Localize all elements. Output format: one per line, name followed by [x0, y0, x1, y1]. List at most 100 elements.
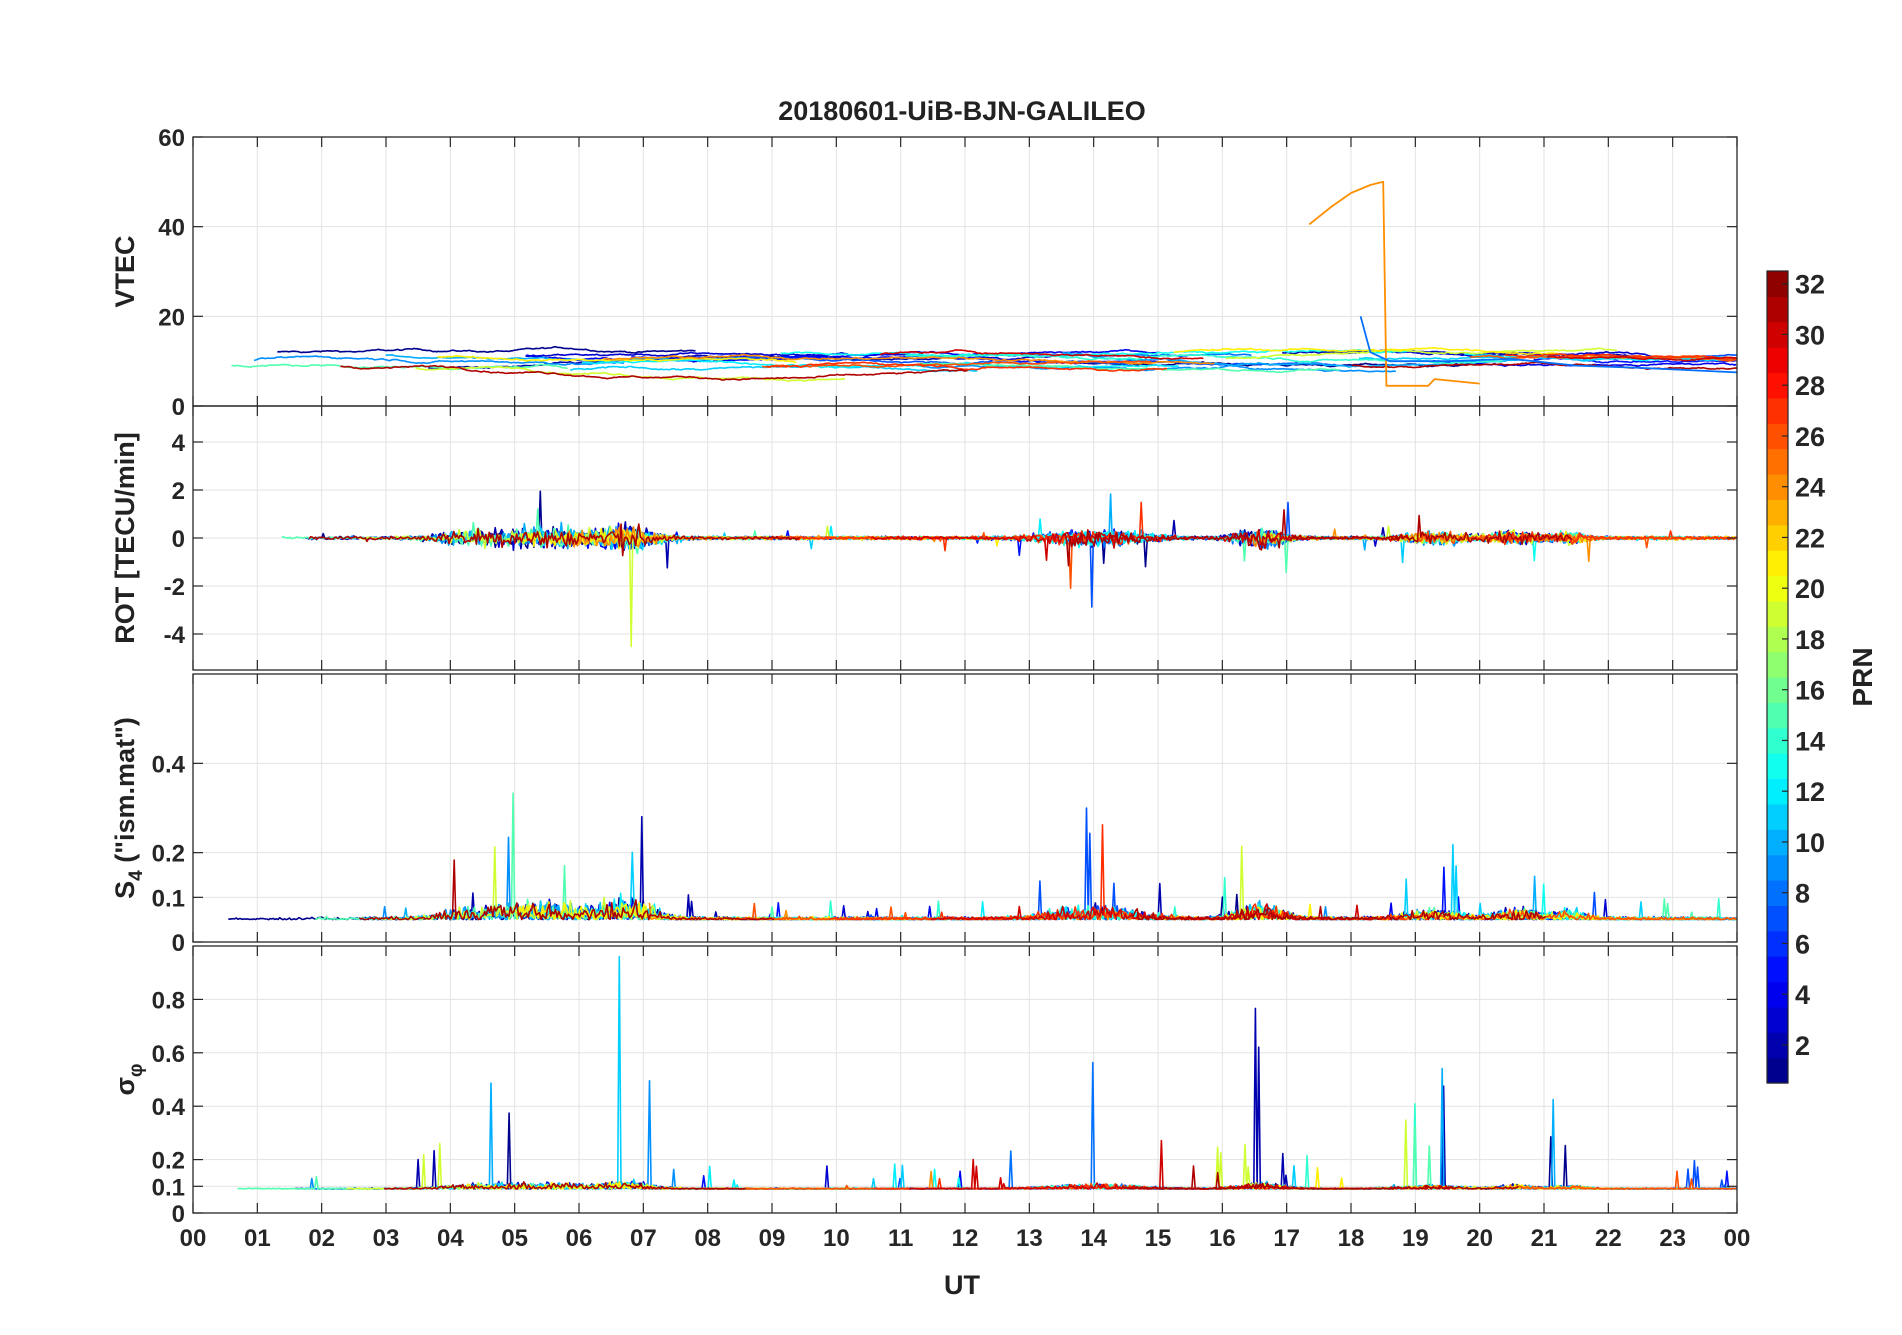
- colorbar-tick-label: 6: [1795, 929, 1810, 959]
- series-line-prn-26: [762, 360, 1152, 368]
- colorbar-swatch-10: [1767, 829, 1788, 856]
- x-tick-label: 16: [1209, 1225, 1236, 1252]
- x-tick-label: 19: [1402, 1225, 1429, 1252]
- colorbar-label: PRN: [1847, 647, 1878, 706]
- series-line-prn-27: [1504, 353, 1737, 360]
- y-tick-label: 0: [172, 930, 185, 957]
- colorbar-frame: [1766, 270, 1789, 1084]
- y-axis-label-main: S: [110, 881, 140, 899]
- colorbar-tick-label: 4: [1795, 980, 1810, 1010]
- series-line-prn-3: [525, 351, 1052, 361]
- x-tick-label: 00: [180, 1225, 207, 1252]
- x-tick-label: 04: [437, 1225, 464, 1252]
- colorbar-swatch-6: [1767, 930, 1788, 957]
- series-line-prn-1: [277, 345, 696, 354]
- y-tick-label: 40: [158, 215, 185, 242]
- y-tick-label: 0.2: [152, 841, 185, 868]
- colorbar-tick-label: 12: [1795, 777, 1825, 807]
- y-axis-label: σφ: [110, 1063, 147, 1095]
- x-tick-label: 00: [1724, 1225, 1751, 1252]
- y-tick-label: 4: [172, 430, 186, 457]
- colorbar-swatch-29: [1767, 347, 1788, 374]
- series-line-prn-31: [358, 859, 775, 921]
- colorbar-swatch-15: [1767, 702, 1788, 729]
- colorbar-tick-label: 18: [1795, 625, 1825, 655]
- x-tick-label: 21: [1531, 1225, 1558, 1252]
- series-line-prn-30: [879, 349, 1204, 360]
- colorbar-tick-label: 10: [1795, 828, 1825, 858]
- panel-vtec: 0 20 40 60 VTEC: [110, 125, 1738, 421]
- x-tick-label: 05: [501, 1225, 528, 1252]
- colorbar-swatch-3: [1767, 1006, 1788, 1033]
- colorbar-swatch-13: [1767, 753, 1788, 780]
- colorbar-tick-label: 16: [1795, 676, 1825, 706]
- colorbar-swatch-32: [1767, 271, 1788, 297]
- colorbar-swatch-25: [1767, 448, 1788, 475]
- series-line-prn-19: [1225, 347, 1618, 360]
- y-tick-label: 0.4: [152, 1094, 186, 1121]
- y-tick-label: 0.1: [152, 885, 185, 912]
- y-tick-label: 0.2: [152, 1148, 185, 1175]
- panel-ticks: [192, 406, 1738, 670]
- colorbar-swatch-9: [1767, 854, 1788, 881]
- y-axis-label: S4 ("ism.mat"): [110, 717, 147, 899]
- colorbar-swatch-16: [1767, 677, 1788, 703]
- colorbar-swatch-19: [1767, 600, 1788, 627]
- series-line-prn-15: [919, 362, 1340, 374]
- y-tick-label: 60: [158, 125, 185, 152]
- series-line-prn-31: [1352, 361, 1737, 370]
- colorbar-swatch-26: [1767, 423, 1788, 450]
- y-tick-label: 0: [172, 526, 185, 553]
- colorbar-swatch-23: [1767, 499, 1788, 526]
- x-tick-label: 09: [759, 1225, 786, 1252]
- x-tick-label: 02: [308, 1225, 335, 1252]
- series-line-prn-27: [766, 361, 1168, 372]
- x-tick-label: 06: [566, 1225, 593, 1252]
- colorbar-swatch-11: [1767, 803, 1788, 830]
- colorbar-swatch-17: [1767, 651, 1788, 678]
- y-tick-label: -4: [164, 622, 186, 649]
- colorbar-tick-label: 30: [1795, 320, 1825, 350]
- colorbar-swatch-14: [1767, 727, 1788, 754]
- series-line-prn-31: [1131, 905, 1547, 921]
- panel-data: [228, 792, 1737, 921]
- x-tick-label: 20: [1466, 1225, 1493, 1252]
- y-tick-label: 0.6: [152, 1041, 185, 1068]
- colorbar-swatch-5: [1767, 956, 1788, 983]
- y-axis-label-subscript: φ: [126, 1063, 147, 1077]
- x-tick-label: 22: [1595, 1225, 1622, 1252]
- y-axis-label: ROT [TECU/min]: [110, 432, 140, 643]
- y-axis-label: VTEC: [110, 235, 140, 307]
- colorbar-swatch-24: [1767, 474, 1788, 500]
- colorbar-swatch-18: [1767, 626, 1788, 653]
- colorbar-tick-label: 24: [1795, 473, 1825, 503]
- colorbar-tick-label: 8: [1795, 879, 1810, 909]
- x-tick-label: 15: [1145, 1225, 1172, 1252]
- panel-ticks: [192, 674, 1738, 943]
- y-tick-label: -2: [164, 574, 185, 601]
- panel-ticks: [192, 946, 1738, 1214]
- colorbar-swatch-30: [1767, 321, 1788, 348]
- colorbar-swatch-4: [1767, 981, 1788, 1008]
- panel-data: [231, 180, 1737, 387]
- series-line-prn-31: [1063, 509, 1573, 567]
- panel-rot: -4 -2 0 2 4 ROT [TECU/min]: [110, 405, 1738, 671]
- colorbar-swatch-20: [1767, 575, 1788, 602]
- highlight-trace-prn-24: [1308, 180, 1480, 387]
- panels: 0 20 40 60 VTEC -4 -2 02 4 ROT [TECU/min] 0 0.1 0.2 0…: [110, 125, 1750, 1252]
- colorbar-tick-label: 2: [1795, 1031, 1810, 1061]
- series-line-prn-26: [1519, 1170, 1737, 1190]
- y-tick-label: 0.8: [152, 987, 185, 1014]
- x-tick-label: 18: [1338, 1225, 1365, 1252]
- y-tick-label: 0: [172, 1201, 185, 1228]
- colorbar-swatch-12: [1767, 778, 1788, 805]
- x-tick-label: 23: [1659, 1225, 1686, 1252]
- colorbar-swatch-31: [1767, 296, 1788, 323]
- x-tick-label: 03: [373, 1225, 400, 1252]
- colorbar-swatch-22: [1767, 524, 1788, 551]
- x-tick-label: 10: [823, 1225, 850, 1252]
- colorbar-swatch-28: [1767, 372, 1788, 399]
